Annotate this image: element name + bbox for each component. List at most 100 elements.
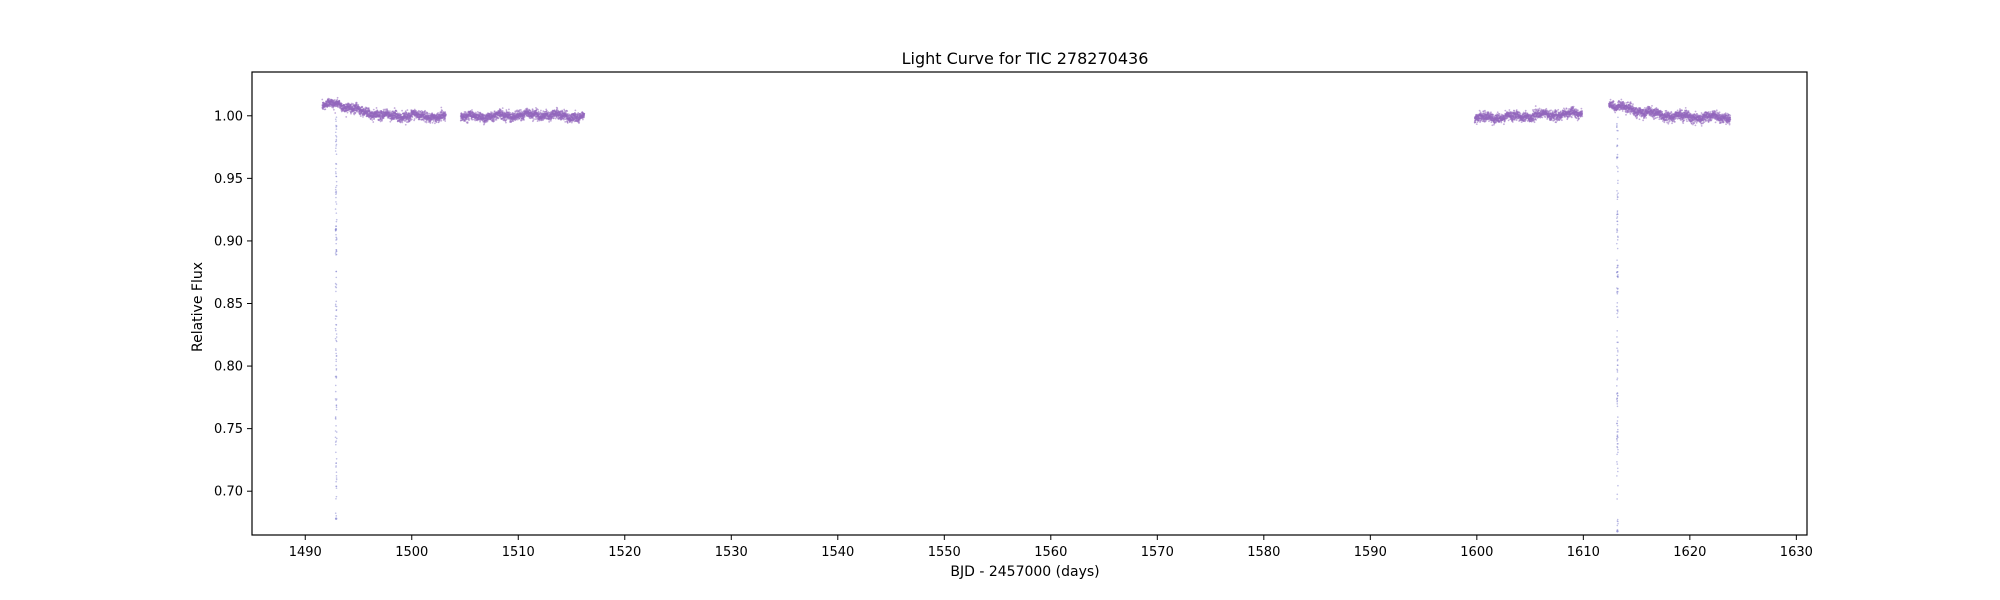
data-point bbox=[1508, 109, 1511, 111]
data-point bbox=[409, 117, 412, 120]
data-point bbox=[1550, 109, 1552, 112]
data-point bbox=[1525, 119, 1527, 121]
data-point bbox=[424, 109, 426, 112]
data-point bbox=[387, 110, 390, 113]
data-point bbox=[1513, 118, 1516, 121]
data-point bbox=[1545, 107, 1548, 110]
data-point bbox=[1513, 110, 1516, 112]
data-point bbox=[540, 109, 542, 112]
data-point bbox=[440, 119, 443, 122]
data-point bbox=[494, 118, 497, 121]
data-point bbox=[1500, 121, 1503, 124]
data-point bbox=[444, 118, 447, 121]
data-point bbox=[483, 122, 486, 125]
data-point bbox=[1474, 121, 1477, 124]
data-point bbox=[1519, 112, 1522, 115]
data-point bbox=[413, 119, 416, 122]
data-point bbox=[549, 120, 552, 122]
data-point bbox=[1541, 116, 1544, 119]
data-point bbox=[438, 119, 441, 122]
data-point bbox=[417, 111, 420, 114]
data-point bbox=[583, 112, 586, 115]
data-point bbox=[545, 109, 548, 112]
data-point bbox=[422, 119, 425, 122]
data-point bbox=[495, 118, 498, 121]
data-point bbox=[563, 118, 565, 121]
data-point bbox=[493, 120, 496, 122]
data-segment bbox=[1473, 105, 1584, 127]
data-point bbox=[417, 109, 420, 112]
data-point bbox=[582, 118, 584, 121]
data-point bbox=[419, 110, 422, 113]
data-point bbox=[497, 117, 500, 120]
data-point bbox=[1524, 109, 1527, 112]
data-point bbox=[418, 118, 421, 121]
data-point bbox=[492, 118, 495, 120]
data-point bbox=[471, 118, 474, 121]
data-point bbox=[1555, 121, 1557, 124]
data-point bbox=[1503, 123, 1505, 126]
data-point bbox=[537, 108, 539, 111]
x-axis-label: BJD - 2457000 (days) bbox=[950, 564, 1099, 580]
data-point bbox=[466, 121, 469, 124]
data-point bbox=[505, 121, 507, 124]
data-point bbox=[520, 109, 522, 111]
data-point bbox=[574, 109, 577, 112]
data-point bbox=[552, 117, 555, 119]
data-point bbox=[355, 102, 358, 105]
data-point bbox=[361, 106, 364, 108]
data-point bbox=[1507, 119, 1510, 122]
data-point bbox=[468, 119, 471, 121]
data-point bbox=[467, 117, 470, 120]
data-point bbox=[400, 113, 402, 116]
data-point bbox=[556, 107, 559, 110]
data-point bbox=[404, 123, 407, 126]
data-point bbox=[500, 109, 502, 112]
data-point bbox=[1538, 107, 1541, 110]
data-point bbox=[389, 120, 392, 123]
data-point bbox=[334, 112, 337, 114]
data-point bbox=[389, 110, 391, 112]
data-point bbox=[333, 99, 336, 101]
data-point bbox=[1520, 121, 1523, 124]
data-point bbox=[534, 118, 537, 120]
data-point bbox=[570, 121, 573, 124]
data-point bbox=[444, 113, 447, 116]
data-point bbox=[372, 108, 375, 111]
data-point bbox=[1484, 111, 1487, 114]
chart-title: Light Curve for TIC 278270436 bbox=[902, 49, 1149, 68]
data-point bbox=[532, 117, 535, 120]
data-point bbox=[395, 110, 398, 113]
data-point bbox=[350, 112, 352, 115]
data-point bbox=[398, 112, 401, 115]
data-point bbox=[353, 113, 356, 116]
data-point bbox=[437, 111, 439, 114]
data-point bbox=[1557, 108, 1560, 111]
data-point bbox=[406, 109, 409, 111]
data-point bbox=[564, 121, 567, 123]
data-point bbox=[401, 121, 404, 124]
data-point bbox=[399, 121, 402, 124]
data-point bbox=[1511, 121, 1514, 123]
data-point bbox=[401, 109, 403, 112]
data-point bbox=[441, 109, 444, 112]
data-point bbox=[1550, 118, 1553, 121]
y-axis-label: Relative Flux bbox=[190, 262, 206, 352]
data-point bbox=[324, 108, 327, 111]
data-point bbox=[410, 118, 413, 121]
data-point bbox=[384, 108, 386, 111]
data-point bbox=[413, 108, 416, 111]
data-point bbox=[532, 119, 535, 121]
data-point bbox=[1491, 124, 1494, 127]
data-point bbox=[359, 115, 362, 118]
data-point bbox=[393, 107, 396, 109]
data-point bbox=[371, 119, 374, 121]
data-point bbox=[346, 111, 349, 114]
data-point bbox=[435, 121, 438, 124]
data-point bbox=[356, 109, 359, 112]
data-point bbox=[539, 111, 542, 114]
data-point bbox=[476, 110, 479, 113]
data-point bbox=[491, 111, 494, 114]
